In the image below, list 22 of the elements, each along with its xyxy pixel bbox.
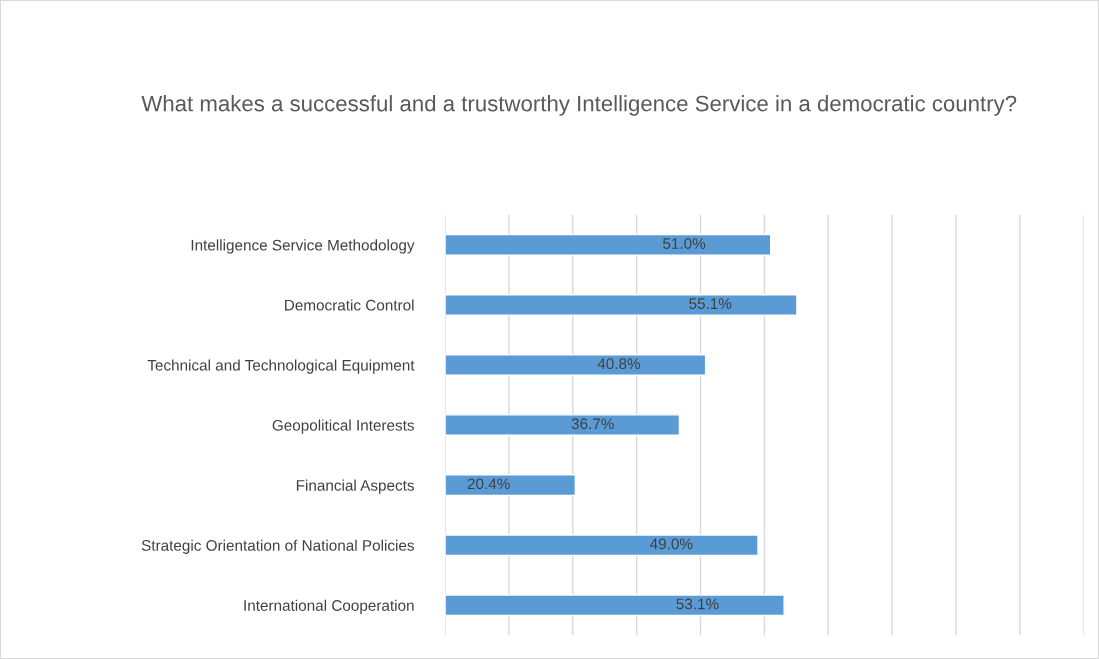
- y-tick-label: Financial Aspects: [296, 479, 414, 494]
- data-label: 53.1%: [676, 598, 719, 610]
- y-tick-label: Technical and Technological Equipment: [147, 359, 415, 374]
- y-tick-label: Democratic Control: [285, 299, 414, 311]
- data-label: 55.1%: [689, 298, 732, 310]
- data-label: 20.4%: [467, 478, 510, 490]
- bar: [445, 594, 785, 617]
- y-tick-label: Geopolitical Interests: [272, 419, 414, 434]
- chart-title: What makes a successful and a trustworthy Intelligence Service in a democratic country?: [141, 95, 1017, 116]
- data-label: 49.0%: [649, 538, 693, 550]
- bar: [445, 354, 707, 376]
- data-label: 40.8%: [597, 358, 641, 370]
- y-tick-label: International Cooperation: [244, 599, 414, 614]
- bar: [445, 233, 772, 256]
- bar: [445, 474, 577, 497]
- y-tick-label: Strategic Orientation of National Policies: [141, 539, 414, 554]
- bar: [445, 294, 798, 316]
- data-label: 36.7%: [571, 418, 614, 430]
- bar: [445, 534, 759, 557]
- y-tick-label: Intelligence Service Methodology: [191, 239, 415, 254]
- data-label: 51.0%: [663, 238, 706, 249]
- bar: [445, 414, 681, 436]
